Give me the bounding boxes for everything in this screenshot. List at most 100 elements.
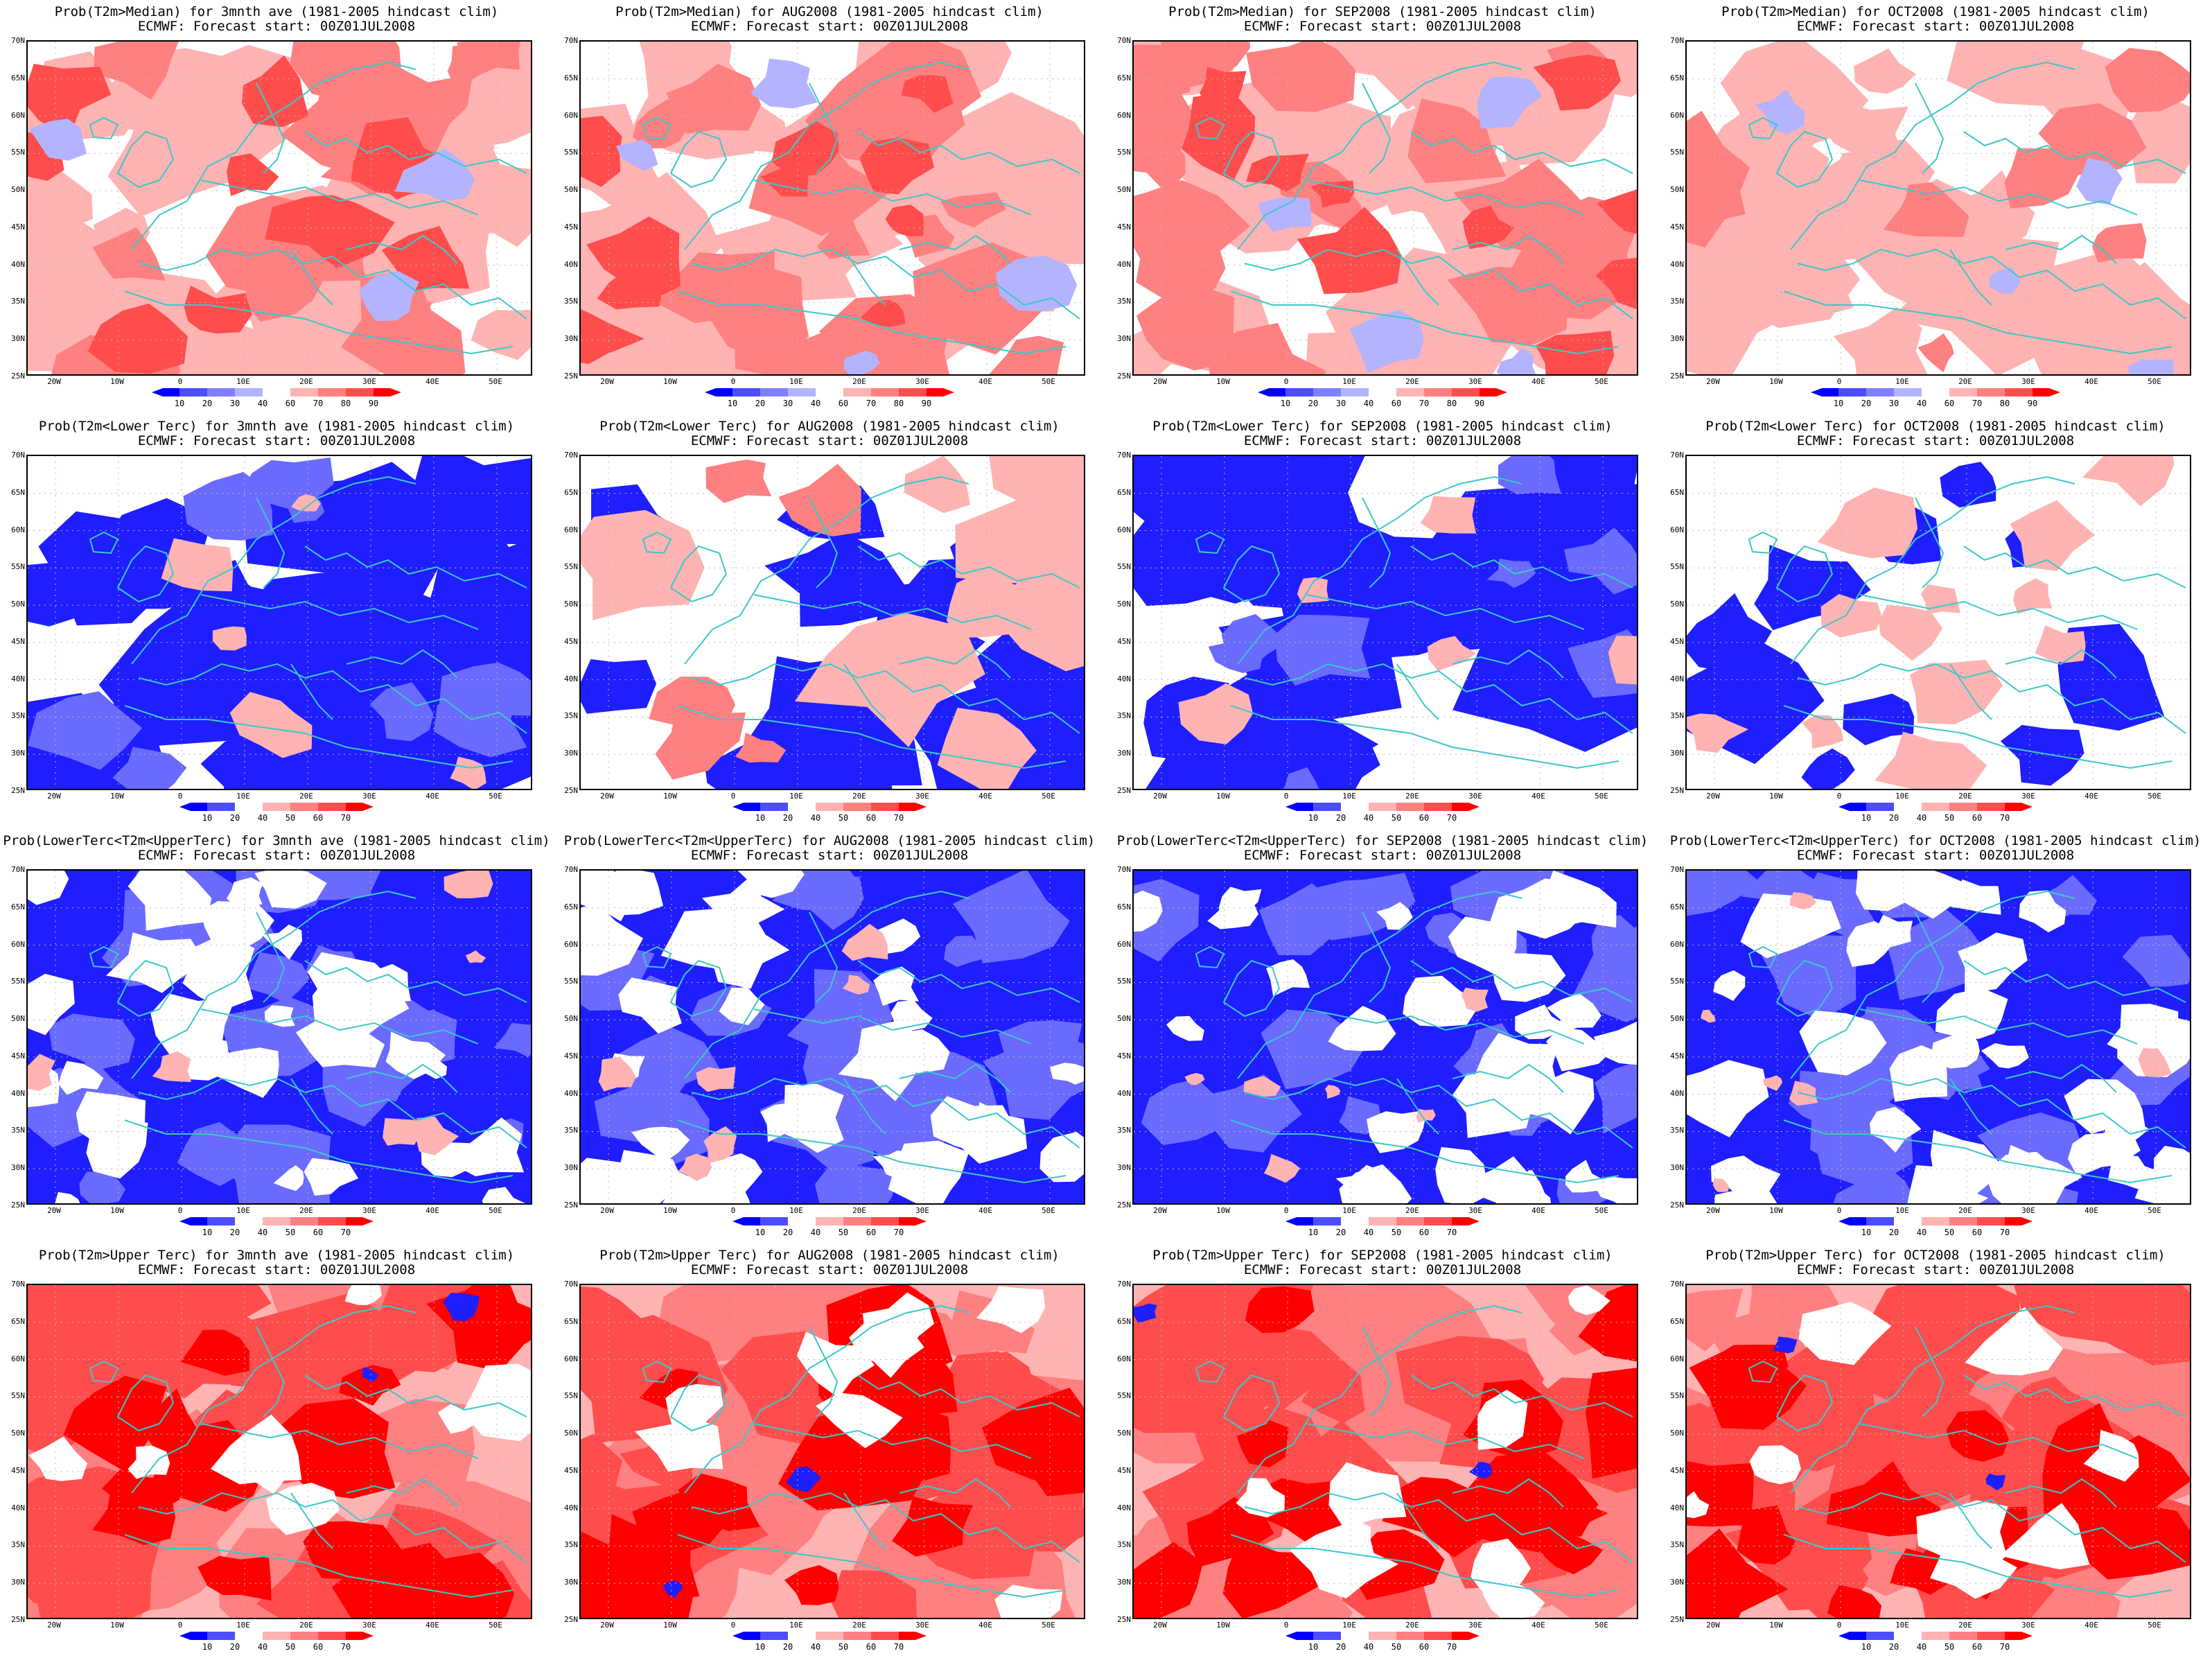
colour-scale-swatch (1452, 1217, 1480, 1225)
coastline-6 (2005, 234, 2117, 264)
latitude-label: 55N (1670, 148, 1684, 157)
colour-scale-swatch (705, 388, 732, 396)
contour-area (273, 1165, 304, 1192)
longitude-label: 40E (425, 377, 439, 386)
colour-scale-label: 50 (838, 1228, 849, 1237)
colour-scale-swatch (732, 1632, 760, 1640)
contour-area (304, 1158, 359, 1196)
contour-area (701, 877, 785, 939)
longitude-label: 50E (2148, 1621, 2161, 1630)
colour-scale-label: 60 (313, 813, 324, 823)
panel-title: Prob(T2m<Lower Terc) for OCT2008 (1981-2… (1705, 419, 2166, 434)
colour-scale-swatch (2005, 388, 2033, 396)
coastline-9 (200, 1009, 479, 1045)
contour-area (901, 75, 954, 113)
colour-scale-label: 40 (257, 1228, 268, 1237)
contour-area (2105, 48, 2190, 113)
coastline-3 (1797, 248, 2186, 320)
map-panel: Prob(T2m<Lower Terc) for OCT2008 (1981-2… (1659, 414, 2212, 829)
latitude-label: 50N (1670, 1014, 1684, 1024)
colour-scale-label: 30 (1335, 399, 1346, 408)
panel-subtitle: ECMWF: Forecast start: 00Z01JUL2008 (690, 19, 969, 34)
contour-area (383, 1118, 421, 1146)
coastline-0 (684, 475, 969, 665)
contour-area (1965, 1307, 2063, 1376)
contour-area (1846, 920, 1893, 967)
colour-scale-label: 70 (1999, 813, 2010, 823)
latitude-label: 35N (1670, 711, 1684, 721)
longitude-label: 20W (600, 377, 614, 386)
contour-area (2107, 1004, 2179, 1055)
coastline-0 (1237, 1304, 1522, 1494)
colour-scale-label: 50 (838, 813, 849, 823)
longitude-label: 10E (789, 1206, 803, 1215)
colour-scale-label: 40 (257, 813, 268, 823)
contour-area (1833, 307, 1928, 374)
colour-scale-swatch (263, 1632, 290, 1640)
panel-title: Prob(LowerTerc<T2m<UpperTerc) for AUG200… (563, 833, 1096, 848)
contour-area (439, 662, 531, 716)
latitude-label: 25N (11, 372, 25, 381)
longitude-label: 50E (2148, 1206, 2161, 1215)
contour-area (1875, 731, 1987, 789)
coastline-7 (1362, 497, 1392, 588)
coastline-5 (843, 1078, 886, 1135)
contour-area (369, 682, 434, 742)
contour-area (33, 1526, 165, 1618)
longitude-label: 10W (1216, 1206, 1230, 1215)
probability-map (1132, 455, 1638, 790)
contour-area (1266, 959, 1310, 997)
longitude-label: 0 (177, 377, 183, 386)
colour-scale-swatch (179, 803, 207, 811)
contour-area (1957, 932, 2028, 994)
longitude-label: 20E (1958, 1621, 1972, 1630)
colour-scale-label: 90 (2027, 399, 2038, 408)
colour-scale-label: 20 (1335, 1228, 1346, 1237)
colour-scale-label: 20 (1888, 1642, 1899, 1652)
latitude-label: 50N (11, 1014, 25, 1024)
colour-scale-swatch (1866, 1632, 1894, 1640)
contour-area (1870, 1106, 1922, 1153)
latitude-label: 65N (564, 1316, 578, 1326)
latitude-label: 50N (1117, 600, 1131, 609)
contour-area (817, 213, 870, 259)
latitude-label: 25N (11, 1615, 25, 1624)
contour-area (1477, 76, 1542, 129)
probability-map (1132, 40, 1638, 376)
coastline-1 (1775, 545, 1834, 603)
colour-scale-bar (1838, 803, 2033, 811)
coastline-0 (131, 1304, 416, 1494)
colour-scale-swatch (1341, 388, 1369, 396)
map-canvas (581, 871, 1084, 1203)
coastline-5 (1949, 663, 1992, 720)
coastline-9 (1306, 1009, 1585, 1045)
panel-subtitle: ECMWF: Forecast start: 00Z01JUL2008 (1243, 19, 1522, 34)
longitude-label: 10E (1342, 792, 1356, 801)
map-panel: Prob(T2m>Median) for SEP2008 (1981-2005 … (1106, 0, 1659, 414)
contour-area (930, 1096, 1015, 1152)
contour-area (1246, 153, 1309, 192)
contour-area (1985, 1473, 2006, 1491)
latitude-label: 60N (564, 1354, 578, 1363)
latitude-label: 55N (1670, 977, 1684, 986)
colour-scale-swatch (179, 1632, 207, 1640)
coastline-8 (304, 546, 527, 588)
contour-area (76, 1091, 146, 1160)
colour-scale-swatch (871, 1632, 899, 1640)
coastline-7 (809, 911, 839, 1003)
latitude-label: 55N (11, 562, 25, 572)
coastline-8 (304, 960, 527, 1003)
latitude-label: 40N (1670, 674, 1684, 683)
map-panel: Prob(LowerTerc<T2m<UpperTerc) for AUG200… (553, 829, 1106, 1244)
contour-area (28, 563, 81, 627)
contour-area (1687, 1491, 1710, 1519)
latitude-label: 45N (1670, 636, 1684, 646)
contour-area (92, 1482, 175, 1546)
contour-area (711, 910, 790, 989)
contour-area (1148, 1325, 1247, 1399)
contour-area (1367, 1110, 1428, 1153)
latitude-label: 55N (1670, 1391, 1684, 1401)
contour-area (2076, 157, 2123, 205)
map-canvas (1687, 1285, 2190, 1618)
colour-scale-swatch (1838, 1632, 1866, 1640)
